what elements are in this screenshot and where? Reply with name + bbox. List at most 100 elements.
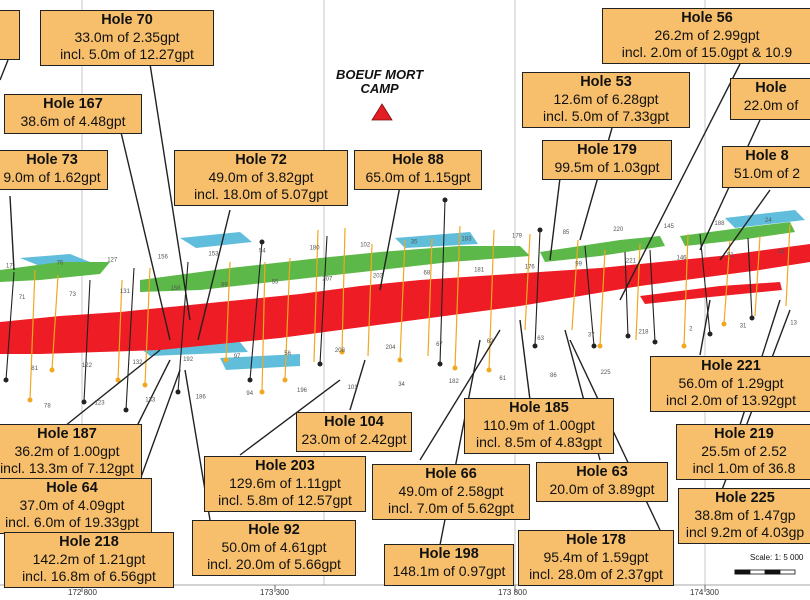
grid-label-174300: 174 300 <box>690 588 719 597</box>
hole-number: 91 <box>727 252 734 258</box>
hole-number: 131 <box>120 289 131 295</box>
hole-number: 156 <box>158 255 169 261</box>
hole-label-198: Hole 198 148.1m of 0.97gpt <box>384 544 514 586</box>
drill-collars <box>27 321 727 403</box>
hole-label-178: Hole 178 95.4m of 1.59gpt incl. 28.0m of… <box>518 530 674 586</box>
hole-label-187: Hole 187 36.2m of 1.00gpt incl. 13.3m of… <box>0 424 142 480</box>
hole-number: 179 <box>512 233 523 239</box>
hole-number: 56 <box>284 351 291 357</box>
grid-label-173800: 173 800 <box>498 588 527 597</box>
hole-number: 133 <box>145 397 156 403</box>
hole-number: 145 <box>664 224 675 230</box>
hole-number: 76 <box>57 261 64 267</box>
camp-label: BOEUF MORT CAMP <box>336 68 423 96</box>
hole-number: 37 <box>588 333 595 339</box>
hole-number: 176 <box>525 265 536 271</box>
hole-number: 78 <box>44 403 51 409</box>
hole-number: 208 <box>335 348 346 354</box>
hole-number: 97 <box>234 354 241 360</box>
hole-number: 204 <box>386 345 397 351</box>
camp-name: BOEUF MORT <box>336 67 424 82</box>
grid-label-173300: 173 300 <box>260 588 289 597</box>
hole-number: 196 <box>297 388 308 394</box>
hole-number: 225 <box>601 370 612 376</box>
hole-number: 2 <box>689 327 693 333</box>
hole-label-203: Hole 203 129.6m of 1.11gpt incl. 5.8m of… <box>204 456 366 512</box>
hole-number: 101 <box>348 385 359 391</box>
hole-number: 123 <box>95 400 106 406</box>
hole-number: 31 <box>740 324 747 330</box>
hole-number: 99 <box>575 262 582 268</box>
hole-number: 182 <box>449 379 460 385</box>
hole-number: 17 <box>6 264 13 270</box>
hole-number: 68 <box>424 271 431 277</box>
hole-label-225: Hole 225 38.8m of 1.47gp incl 9.2m of 4.… <box>678 488 810 544</box>
hole-number: 85 <box>563 230 570 236</box>
hole-number: 71 <box>19 295 26 301</box>
hole-number: 188 <box>714 221 725 227</box>
scale-bar <box>734 569 796 575</box>
hole-number: 35 <box>411 239 418 245</box>
red-ore-zones <box>0 244 810 354</box>
hole-number: 153 <box>208 252 219 258</box>
grid-ticks <box>81 585 706 592</box>
drill-ends <box>3 197 755 413</box>
hole-label-219: Hole 219 25.5m of 2.52 incl 1.0m of 36.8 <box>676 424 810 480</box>
hole-number: 24 <box>765 218 772 224</box>
hole-number: 180 <box>310 245 321 251</box>
hole-number: 13 <box>790 321 797 327</box>
hole-number: 181 <box>474 268 485 274</box>
hole-label-104: Hole 104 23.0m of 2.42gpt <box>296 412 412 452</box>
hole-label-8x: Hole 8 51.0m of 2 <box>722 146 810 188</box>
hole-number: 218 <box>639 330 650 336</box>
hole-label-218: Hole 218 142.2m of 1.21gpt incl. 16.8m o… <box>4 532 174 588</box>
drill-traces-dark <box>5 199 753 411</box>
hole-number: 94 <box>246 391 253 397</box>
hole-number: 127 <box>107 258 118 264</box>
hole-number: 73 <box>69 292 76 298</box>
hole-number: 67 <box>436 342 443 348</box>
hole-number: 55 <box>272 280 279 286</box>
hole-number: 62 <box>487 339 494 345</box>
hole-number: 102 <box>360 242 371 248</box>
hole-number: 122 <box>82 363 93 369</box>
hole-number: 221 <box>626 258 637 264</box>
grid-label-172800: 172 800 <box>68 588 97 597</box>
hole-label-185: Hole 185 110.9m of 1.00gpt incl. 8.5m of… <box>464 398 614 454</box>
hole-label-partial-right: Hole 22.0m of <box>730 78 810 120</box>
drill-traces-orange <box>29 223 791 401</box>
hole-number: 192 <box>183 357 194 363</box>
hole-label-73: Hole 73 9.0m of 1.62gpt <box>0 150 108 190</box>
camp-sub: CAMP <box>360 81 399 96</box>
hole-label-64: Hole 64 37.0m of 4.09gpt incl. 6.0m of 1… <box>0 478 152 534</box>
hole-number: 61 <box>499 376 506 382</box>
hole-number: 89 <box>221 283 228 289</box>
hole-number: 43 <box>778 249 785 255</box>
hole-label-66: Hole 66 49.0m of 2.58gpt incl. 7.0m of 5… <box>372 464 530 520</box>
hole-number: 220 <box>613 227 624 233</box>
hole-label-56: Hole 56 26.2m of 2.99gpt incl. 2.0m of 1… <box>602 8 810 64</box>
hole-number: 34 <box>398 382 405 388</box>
hole-label-63: Hole 63 20.0m of 3.89gpt <box>536 462 668 502</box>
hole-label-72: Hole 72 49.0m of 3.82gpt incl. 18.0m of … <box>174 150 348 206</box>
hole-label-167: Hole 167 38.6m of 4.48gpt <box>4 94 142 134</box>
camp-triangle-icon <box>371 103 393 121</box>
hole-number: 183 <box>461 236 472 242</box>
hole-number-labels: 1771817876731221231271311321331561581921… <box>6 218 798 409</box>
hole-number: 207 <box>322 277 333 283</box>
green-ore-zones <box>0 222 795 292</box>
hole-number: 186 <box>196 394 207 400</box>
scale-label: Scale: 1: 5 000 <box>750 553 804 562</box>
hole-label-70: Hole 70 33.0m of 2.35gpt incl. 5.0m of 1… <box>40 10 214 66</box>
hole-number: 146 <box>677 255 688 261</box>
hole-number: 63 <box>537 336 544 342</box>
hole-number: 54 <box>259 249 266 255</box>
hole-label-partial <box>0 10 20 60</box>
hole-number: 132 <box>133 360 144 366</box>
hole-label-88: Hole 88 65.0m of 1.15gpt <box>354 150 482 190</box>
hole-label-92: Hole 92 50.0m of 4.61gpt incl. 20.0m of … <box>192 520 356 576</box>
hole-label-53: Hole 53 12.6m of 6.28gpt incl. 5.0m of 7… <box>522 72 690 128</box>
hole-label-221: Hole 221 56.0m of 1.29gpt incl 2.0m of 1… <box>650 356 810 412</box>
hole-number: 81 <box>31 366 38 372</box>
